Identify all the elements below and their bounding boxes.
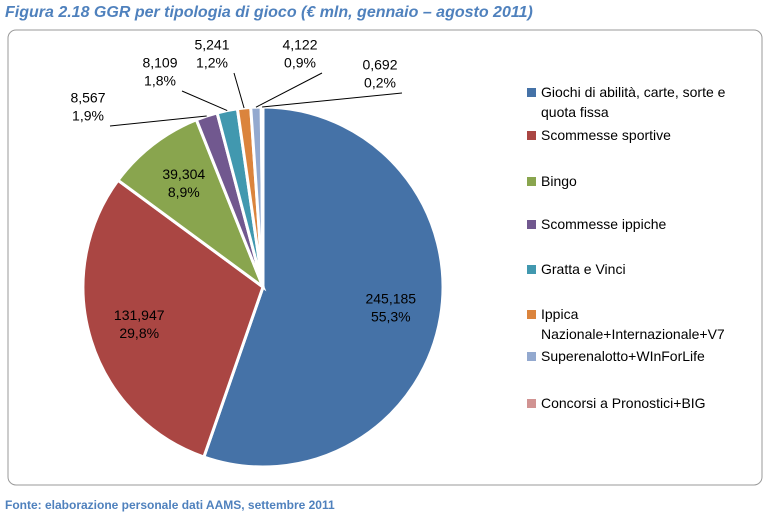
- legend-swatch: [527, 220, 536, 229]
- leader-line: [233, 72, 245, 109]
- percent-label: 1,9%: [72, 108, 104, 124]
- data-label: 0,692: [362, 57, 397, 73]
- legend-label: Superenalotto+WInForLife: [541, 348, 705, 364]
- legend-item: Giochi di abilità, carte, sorte e quota …: [525, 82, 755, 122]
- leader-line: [262, 92, 403, 108]
- leader-line: [181, 90, 228, 112]
- legend-label: Giochi di abilità, carte, sorte e quota …: [541, 84, 726, 120]
- legend-item: Concorsi a Pronostici+BIG: [525, 393, 755, 413]
- legend-swatch: [527, 310, 536, 319]
- legend-swatch: [527, 265, 536, 274]
- data-label: 39,304: [162, 166, 205, 182]
- pie-slice: [115, 117, 267, 292]
- legend-item: Bingo: [525, 171, 755, 191]
- legend-item: Scommesse ippiche: [525, 214, 755, 234]
- data-label: 5,241: [194, 37, 229, 53]
- legend-item: Superenalotto+WInForLife: [525, 346, 755, 366]
- percent-label: 1,8%: [144, 73, 176, 89]
- percent-label: 0,2%: [364, 75, 396, 91]
- data-label: 8,567: [70, 90, 105, 106]
- data-label: 245,185: [365, 290, 416, 306]
- legend-item: Gratta e Vinci: [525, 259, 755, 279]
- legend-item: Ippica Nazionale+Internazionale+V7: [525, 304, 755, 344]
- data-label: 4,122: [282, 37, 317, 53]
- legend-swatch: [527, 88, 536, 97]
- pie-slice: [81, 178, 265, 459]
- percent-label: 55,3%: [371, 308, 411, 324]
- legend-swatch: [527, 131, 536, 140]
- legend-label: Ippica Nazionale+Internazionale+V7: [541, 306, 725, 342]
- legend-swatch: [527, 352, 536, 361]
- percent-label: 0,9%: [284, 55, 316, 71]
- percent-label: 8,9%: [168, 184, 200, 200]
- legend-swatch: [527, 399, 536, 408]
- data-label: 8,109: [142, 55, 177, 71]
- data-label: 131,947: [114, 307, 165, 323]
- frame: [7, 29, 763, 486]
- legend-label: Scommesse sportive: [541, 127, 671, 143]
- leader-line: [255, 72, 323, 108]
- pie-slice: [259, 105, 265, 288]
- chart-title: Figura 2.18 GGR per tipologia di gioco (…: [5, 4, 533, 21]
- legend-label: Bingo: [541, 173, 577, 189]
- percent-label: 29,8%: [119, 325, 159, 341]
- legend-label: Concorsi a Pronostici+BIG: [541, 395, 706, 411]
- source-note: Fonte: elaborazione personale dati AAMS,…: [5, 498, 335, 512]
- legend-label: Gratta e Vinci: [541, 261, 626, 277]
- legend-swatch: [527, 177, 536, 186]
- leader-line: [109, 115, 207, 127]
- legend-item: Scommesse sportive: [525, 125, 755, 145]
- percent-label: 1,2%: [196, 55, 228, 71]
- legend-label: Scommesse ippiche: [541, 216, 667, 232]
